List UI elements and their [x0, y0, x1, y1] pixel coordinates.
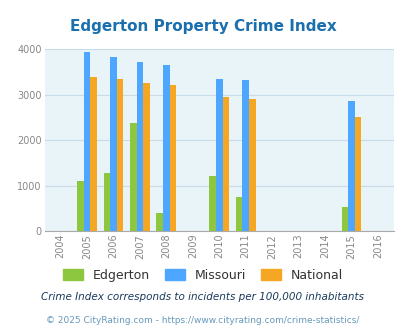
Bar — [90, 77, 97, 231]
Bar — [242, 80, 248, 231]
Text: Crime Index corresponds to incidents per 100,000 inhabitants: Crime Index corresponds to incidents per… — [41, 292, 364, 302]
Bar — [209, 176, 215, 231]
Bar — [248, 98, 255, 231]
Bar — [103, 173, 110, 231]
Bar — [77, 181, 83, 231]
Bar — [83, 52, 90, 231]
Bar — [163, 65, 169, 231]
Bar — [222, 97, 228, 231]
Bar — [347, 101, 354, 231]
Bar — [341, 207, 347, 231]
Bar — [354, 117, 360, 231]
Bar — [156, 213, 163, 231]
Legend: Edgerton, Missouri, National: Edgerton, Missouri, National — [58, 264, 347, 287]
Bar — [130, 123, 136, 231]
Bar — [117, 79, 123, 231]
Text: Edgerton Property Crime Index: Edgerton Property Crime Index — [69, 19, 336, 34]
Text: © 2025 CityRating.com - https://www.cityrating.com/crime-statistics/: © 2025 CityRating.com - https://www.city… — [46, 315, 359, 325]
Bar — [143, 82, 149, 231]
Bar — [136, 62, 143, 231]
Bar — [110, 57, 117, 231]
Bar — [169, 85, 176, 231]
Bar — [215, 79, 222, 231]
Bar — [235, 197, 242, 231]
